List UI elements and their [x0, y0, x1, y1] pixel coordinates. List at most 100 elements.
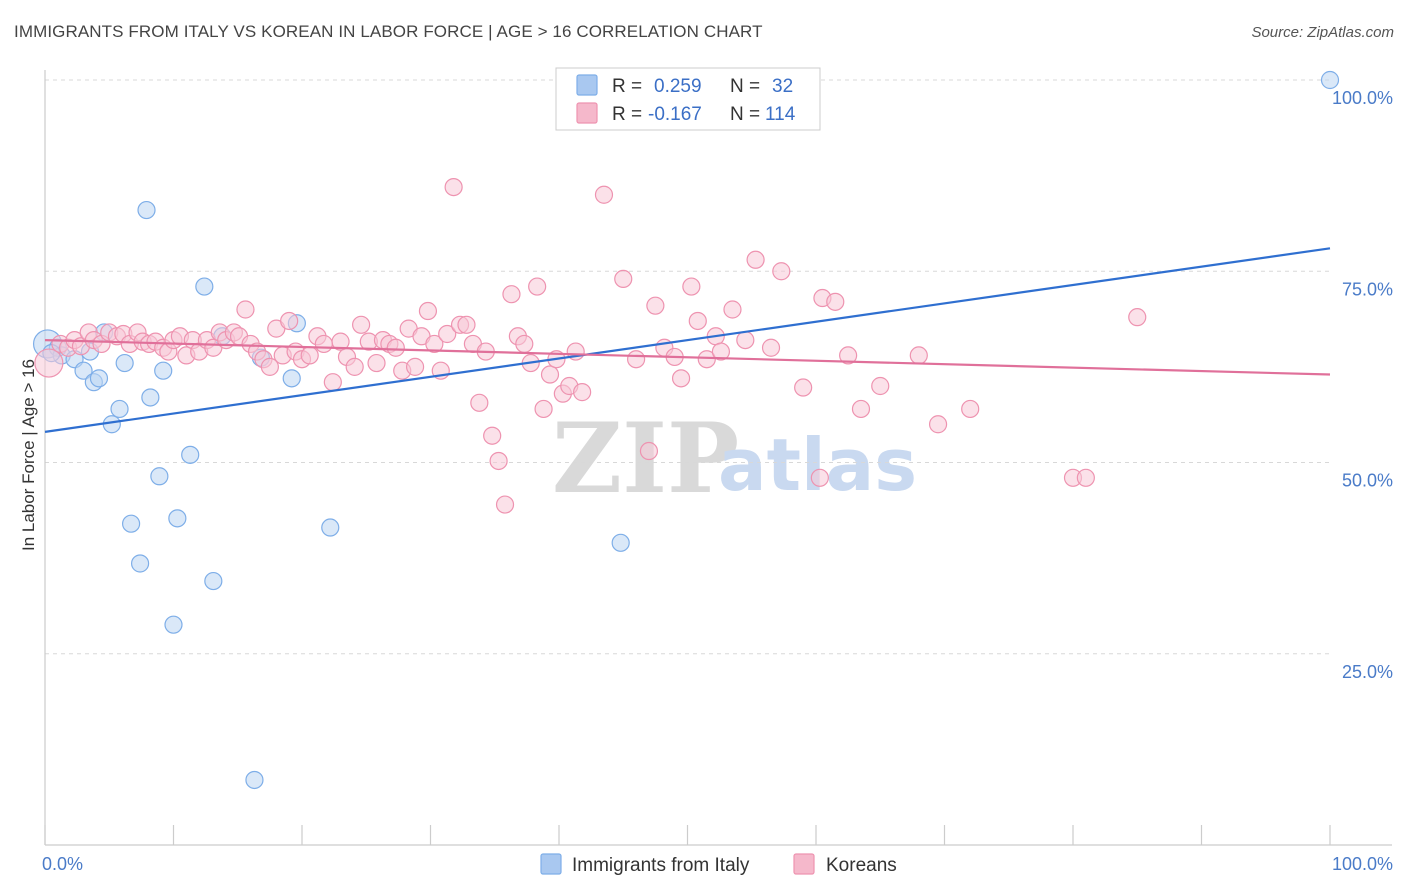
- italy-point: [611, 533, 630, 552]
- italy-point: [245, 770, 264, 790]
- trend-line-koreans: [44, 339, 1331, 376]
- koreans-point: [534, 399, 553, 419]
- koreans-point: [697, 350, 716, 369]
- koreans-point: [736, 331, 755, 350]
- italy-point: [282, 369, 301, 388]
- series-legend: Immigrants from Italy Koreans: [540, 853, 897, 876]
- koreans-point: [457, 315, 476, 334]
- koreans-point: [711, 342, 731, 361]
- legend-r-value-italy: 0.259: [654, 76, 702, 97]
- koreans-point: [851, 399, 871, 419]
- koreans-point: [626, 350, 646, 369]
- koreans-point: [1076, 468, 1095, 487]
- koreans-point: [839, 346, 858, 365]
- koreans-point: [489, 451, 508, 471]
- italy-point: [154, 361, 173, 380]
- koreans-point: [483, 426, 502, 445]
- legend-n-label-koreans: N =: [730, 104, 760, 125]
- italy-point: [204, 571, 223, 591]
- trend-line-italy: [44, 247, 1331, 433]
- y-axis-label: In Labor Force | Age > 16: [19, 359, 38, 551]
- y-tick-label: 100.0%: [1332, 88, 1393, 108]
- koreans-point: [639, 441, 659, 461]
- koreans-point: [405, 357, 425, 376]
- koreans-point: [682, 277, 701, 296]
- legend-n-label-italy: N =: [730, 76, 760, 97]
- legend-r-label-koreans: R =: [612, 104, 642, 125]
- koreans-point: [300, 346, 319, 365]
- italy-point: [150, 467, 169, 486]
- koreans-point: [331, 332, 350, 351]
- koreans-point: [688, 311, 707, 331]
- koreans-point: [871, 376, 890, 396]
- koreans-point: [470, 393, 489, 412]
- legend-n-value-koreans: 114: [765, 104, 796, 125]
- koreans-point: [594, 185, 614, 204]
- koreans-point: [614, 269, 633, 288]
- koreans-point: [502, 285, 521, 304]
- italy-point: [1320, 70, 1340, 90]
- koreans-point: [826, 292, 845, 311]
- series-legend-swatch-italy: [540, 853, 562, 875]
- koreans-point: [260, 357, 279, 376]
- source-credit: Source: ZipAtlas.com: [1251, 24, 1394, 41]
- koreans-point: [323, 373, 342, 392]
- axes: 0.0% 100.0%: [42, 70, 1393, 874]
- koreans-point: [418, 301, 438, 321]
- italy-point: [110, 399, 129, 419]
- koreans-point: [425, 334, 444, 354]
- italy-point: [74, 361, 93, 380]
- y-tick-label: 25.0%: [1342, 662, 1393, 682]
- koreans-point: [810, 468, 829, 487]
- italy-point: [130, 554, 150, 573]
- italy-point: [141, 388, 160, 407]
- koreans-point: [345, 357, 364, 376]
- koreans-point: [928, 415, 948, 434]
- legend-swatch-italy: [576, 74, 598, 96]
- series-legend-label-koreans: Koreans: [826, 855, 897, 876]
- watermark-atlas: atlas: [718, 423, 917, 507]
- koreans-point: [280, 311, 299, 331]
- koreans-point: [909, 346, 928, 365]
- italy-point: [195, 277, 214, 296]
- italy-point: [115, 353, 134, 373]
- koreans-point: [1128, 308, 1147, 327]
- koreans-point: [352, 315, 371, 334]
- koreans-point: [746, 250, 765, 269]
- series-legend-label-italy: Immigrants from Italy: [572, 855, 750, 876]
- koreans-point: [646, 296, 665, 315]
- italy-point: [89, 369, 109, 388]
- koreans-point: [386, 338, 405, 357]
- stats-legend-box: [555, 67, 821, 131]
- y-tick-label: 50.0%: [1342, 471, 1393, 491]
- legend-r-label-italy: R =: [612, 76, 642, 97]
- legend-n-value-italy: 32: [772, 76, 793, 97]
- koreans-point: [540, 365, 560, 384]
- koreans-point: [528, 277, 547, 296]
- grid-lines: 100.0% 75.0% 50.0% 25.0%: [45, 79, 1393, 682]
- koreans-point: [236, 300, 255, 319]
- koreans-point: [34, 348, 64, 378]
- koreans-point: [723, 300, 742, 319]
- koreans-point: [438, 324, 457, 344]
- chart-title: IMMIGRANTS FROM ITALY VS KOREAN IN LABOR…: [14, 22, 763, 41]
- koreans-point: [314, 334, 333, 354]
- series-legend-swatch-koreans: [793, 853, 815, 875]
- koreans-point: [671, 369, 691, 388]
- x-tick-label-min: 0.0%: [42, 854, 83, 874]
- koreans-point: [515, 334, 534, 354]
- stats-legend: R = 0.259 N = 32 R = -0.167 N = 114: [555, 67, 821, 131]
- koreans-point: [772, 262, 791, 281]
- koreans-point: [495, 495, 515, 514]
- italy-point: [181, 445, 200, 464]
- koreans-point: [573, 383, 592, 402]
- legend-r-value-koreans: -0.167: [648, 104, 702, 125]
- italy-point: [121, 514, 141, 533]
- y-tick-label: 75.0%: [1342, 279, 1393, 299]
- italy-point: [168, 509, 187, 528]
- italy-point: [321, 518, 340, 537]
- koreans-point: [961, 399, 980, 419]
- x-tick-label-max: 100.0%: [1332, 854, 1393, 874]
- trend-lines: [44, 247, 1331, 433]
